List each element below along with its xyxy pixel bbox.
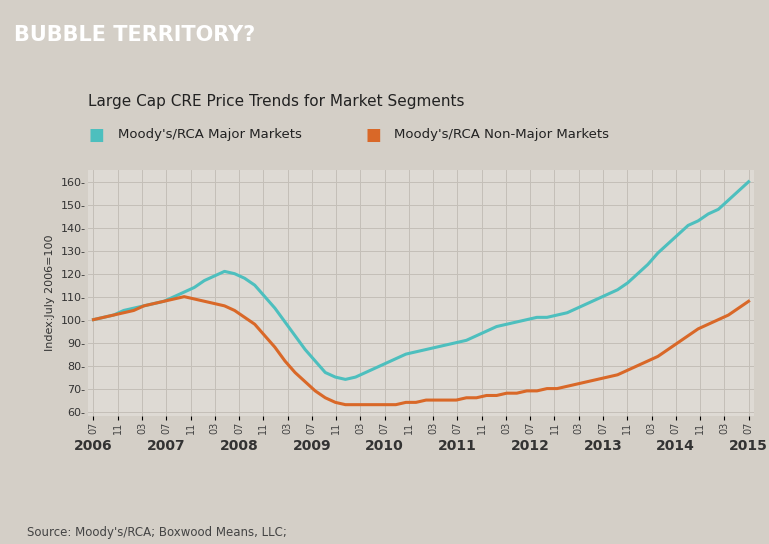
- Text: 2006: 2006: [74, 439, 113, 453]
- Text: 2007: 2007: [147, 439, 185, 453]
- Text: 2009: 2009: [292, 439, 331, 453]
- Text: ■: ■: [365, 126, 381, 144]
- Text: Moody's/RCA Major Markets: Moody's/RCA Major Markets: [118, 128, 301, 141]
- Text: 2014: 2014: [657, 439, 695, 453]
- Text: 2013: 2013: [584, 439, 622, 453]
- Text: 2011: 2011: [438, 439, 477, 453]
- Y-axis label: Index:July 2006=100: Index:July 2006=100: [45, 235, 55, 351]
- Text: 2012: 2012: [511, 439, 550, 453]
- Text: Large Cap CRE Price Trends for Market Segments: Large Cap CRE Price Trends for Market Se…: [88, 94, 465, 109]
- Text: 2010: 2010: [365, 439, 404, 453]
- Text: Source: Moody's/RCA; Boxwood Means, LLC;: Source: Moody's/RCA; Boxwood Means, LLC;: [27, 526, 287, 539]
- Text: BUBBLE TERRITORY?: BUBBLE TERRITORY?: [14, 26, 255, 45]
- Text: ■: ■: [88, 126, 104, 144]
- Text: 2008: 2008: [220, 439, 258, 453]
- Text: 2015: 2015: [729, 439, 768, 453]
- Text: Moody's/RCA Non-Major Markets: Moody's/RCA Non-Major Markets: [394, 128, 610, 141]
